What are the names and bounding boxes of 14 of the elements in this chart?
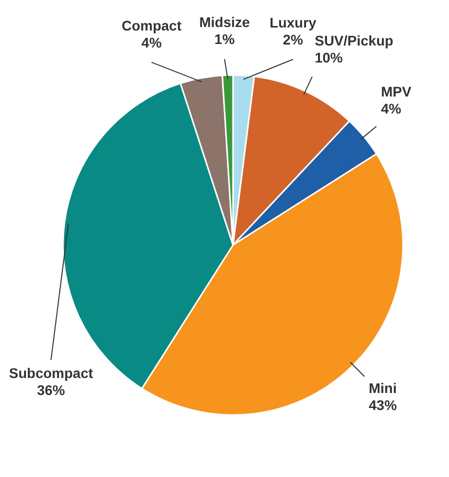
slice-label: Compact [122,17,182,34]
data-label: 36% [36,382,66,398]
data-label: 43% [368,396,398,413]
data-label: 2% [282,31,304,48]
slice-label: Luxury [270,14,317,30]
data-label: 1% [214,31,236,48]
slice-label: Subcompact [8,365,94,382]
slice-label: Mini [368,380,397,396]
slice-label: Midsize [199,14,250,30]
data-label: 10% [314,49,344,66]
slice-label: MPV [380,84,412,100]
data-label: 4% [141,34,162,50]
data-label: 4% [380,100,402,117]
slice-label: SUV/Pickup [314,32,394,48]
